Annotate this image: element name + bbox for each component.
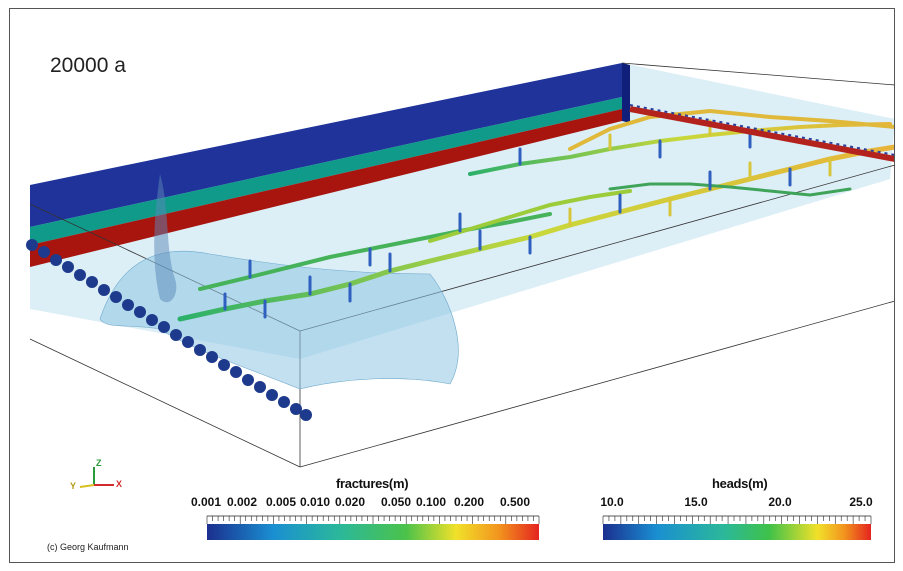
fractures-tick-label: 0.100: [415, 495, 447, 509]
layer-top: [30, 63, 622, 227]
axis-y-label: Y: [70, 481, 77, 491]
fractures-tick-label: 0.002: [226, 495, 258, 509]
model-3d-view: [26, 62, 894, 540]
fractures-tick-label: 0.001: [190, 495, 222, 509]
fractures-tick-label: 0.005: [265, 495, 297, 509]
fractures-tick-label: 0.010: [299, 495, 331, 509]
axis-triad: [79, 467, 114, 488]
fractures-tick-label: 0.200: [453, 495, 485, 509]
fractures-tick-label: 0.050: [380, 495, 412, 509]
heads-tick-label: 15.0: [684, 495, 708, 509]
right-boundary-wells: [629, 104, 894, 162]
heads-colorbar-title: heads(m): [712, 476, 768, 491]
fractures-colorbar: [207, 524, 539, 540]
layer-middle: [30, 97, 622, 245]
layer-bottom: [30, 109, 622, 267]
fractures-tick-label: 0.500: [499, 495, 531, 509]
heads-tick-label: 25.0: [849, 495, 873, 509]
copyright-credit: (c) Georg Kaufmann: [47, 542, 129, 552]
plume: [99, 250, 459, 390]
left-well-spheres: [26, 239, 312, 421]
fractures-colorbar-title: fractures(m): [336, 476, 409, 491]
fracture-network: [177, 108, 894, 322]
plume-column: [154, 174, 177, 303]
layer-end-cap: [622, 63, 630, 123]
time-label: 20000 a: [50, 54, 126, 77]
heads-colorbar: [603, 524, 871, 540]
heads-tick-label: 20.0: [768, 495, 792, 509]
axis-x-label: X: [116, 479, 123, 489]
figure-frame: 20000 a Z Y X fractures(m) heads(m) 0.00…: [9, 8, 895, 563]
fractures-tick-label: 0.020: [334, 495, 366, 509]
heads-tick-label: 10.0: [600, 495, 624, 509]
axis-z-label: Z: [96, 458, 102, 468]
